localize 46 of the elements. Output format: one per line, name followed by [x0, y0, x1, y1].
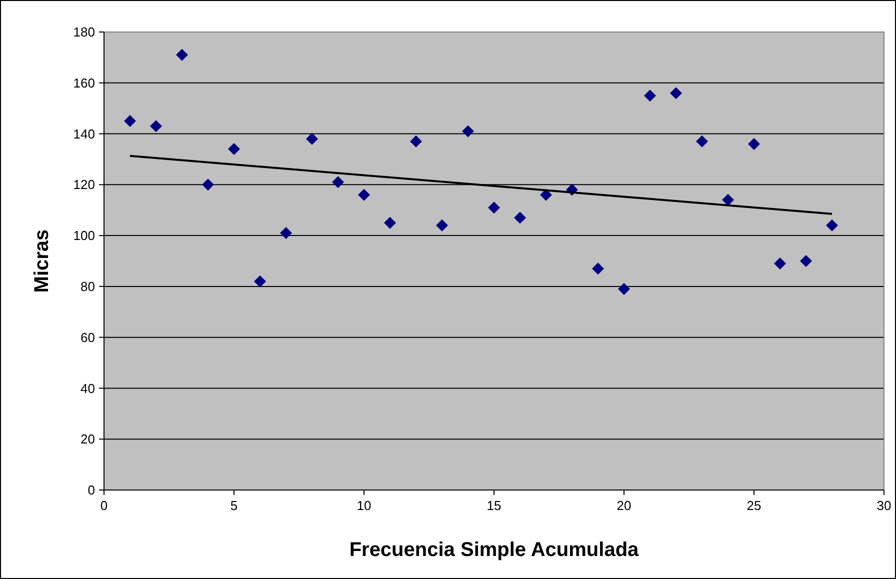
x-tick-label: 15: [486, 498, 502, 513]
y-tick-label: 80: [80, 278, 95, 294]
x-axis-title: Frecuencia Simple Acumulada: [349, 539, 640, 561]
point: [826, 219, 838, 232]
y-tick-label: 60: [80, 330, 95, 345]
x-tick-label: 10: [356, 498, 372, 513]
y-tick-label: 180: [73, 24, 95, 40]
y-tick-label: 140: [73, 126, 95, 142]
point: [488, 202, 500, 214]
point: [462, 125, 474, 138]
point: [228, 143, 240, 156]
y-tick-label: 160: [73, 75, 95, 90]
point: [436, 219, 448, 232]
point: [696, 135, 708, 148]
point: [332, 176, 344, 188]
x-tick-label: 5: [230, 498, 238, 513]
x-tick-label: 0: [100, 498, 108, 513]
point: [540, 188, 552, 201]
point: [202, 178, 214, 191]
y-tick-label: 20: [80, 432, 95, 447]
point: [644, 90, 656, 102]
point: [124, 115, 136, 128]
point: [514, 212, 526, 224]
point: [618, 282, 630, 295]
y-tick-label: 120: [73, 177, 95, 192]
point: [410, 135, 422, 148]
point: [254, 275, 266, 288]
point: [150, 120, 162, 132]
x-tick-label: 20: [616, 498, 632, 513]
y-tick-label: 0: [88, 482, 95, 498]
x-tick-label: 30: [876, 498, 892, 513]
point: [748, 138, 760, 150]
y-tick-label: 100: [73, 228, 95, 244]
point: [384, 216, 396, 229]
point: [722, 194, 734, 206]
point: [592, 262, 604, 275]
point: [280, 227, 292, 240]
point: [358, 188, 370, 201]
point: [774, 258, 786, 270]
y-axis-title: Micras: [31, 229, 53, 293]
x-tick-label: 25: [746, 498, 762, 513]
y-tick-label: 40: [80, 380, 95, 396]
point: [670, 87, 682, 100]
point: [176, 48, 188, 61]
point: [800, 255, 812, 267]
point: [306, 132, 318, 145]
